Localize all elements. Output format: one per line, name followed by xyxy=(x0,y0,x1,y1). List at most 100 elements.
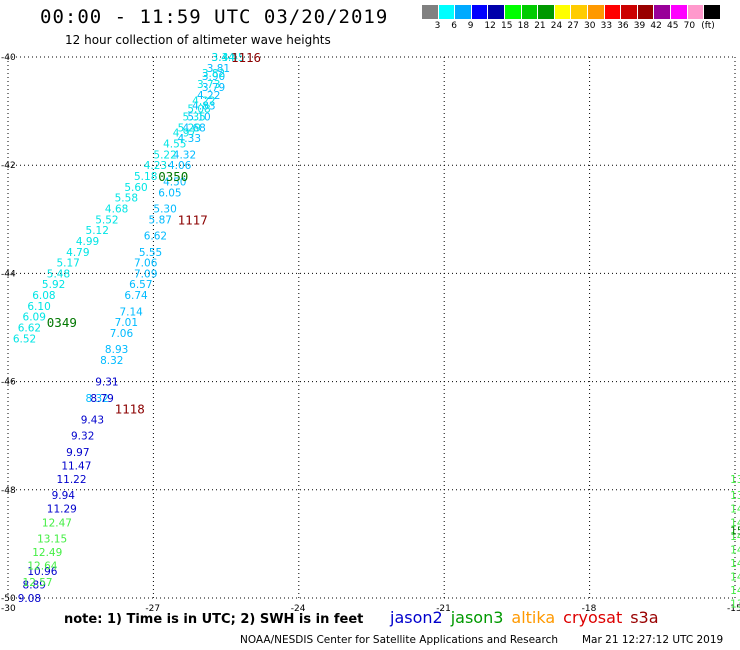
color-swatch xyxy=(438,5,456,19)
wave-height-value: 9.31 xyxy=(95,377,118,389)
wave-height-value: 3.90 xyxy=(202,71,225,83)
lon-label: -21 xyxy=(436,604,451,614)
wave-height-value: 12.49 xyxy=(32,547,62,559)
color-scale-label: 15 xyxy=(501,21,513,31)
color-swatch xyxy=(455,5,472,19)
wave-height-value: 14 xyxy=(730,517,740,529)
wave-height-value: 12.57 xyxy=(23,577,53,589)
wave-height-value: 7.06 xyxy=(110,328,134,340)
wave-height-value: 14. xyxy=(730,531,740,543)
wave-height-value: 9.97 xyxy=(66,447,89,459)
wave-height-value: 8.79 xyxy=(90,393,113,405)
lon-label: -27 xyxy=(145,604,160,614)
color-scale-swatches xyxy=(422,5,721,19)
wave-height-value: 5.92 xyxy=(42,279,65,291)
color-swatch xyxy=(587,5,605,19)
wave-height-value: 13 xyxy=(730,474,740,486)
color-scale-label: 42 xyxy=(650,21,662,31)
units-note: note: 1) Time is in UTC; 2) SWH is in fe… xyxy=(64,612,364,627)
color-swatch xyxy=(488,5,505,19)
wave-height-value: 4.32 xyxy=(173,149,196,161)
wave-height-value: 3.73 xyxy=(197,79,220,91)
axis-labels: -40 -42 -44 -46 -48 -50-30 -27 -24 -21 -18 -15 xyxy=(1,53,740,614)
color-scale-label: 21 xyxy=(534,21,546,31)
wave-height-value: 3.44 xyxy=(212,52,236,64)
wave-height-value: 9.08 xyxy=(18,593,41,605)
pass-time-tag: 0349 xyxy=(47,315,77,330)
color-swatch xyxy=(504,5,522,19)
wave-height-points: 3.443.813.903.794.224.835.104.684.334.32… xyxy=(13,52,740,610)
wave-height-value: 9.32 xyxy=(71,431,94,443)
wave-height-value: 4.33 xyxy=(178,133,201,145)
wave-height-value: 5.52 xyxy=(95,214,118,226)
wave-height-value: 14.2 xyxy=(730,558,740,570)
wave-height-value: 3.82 xyxy=(202,68,225,80)
footer-credit: NOAA/NESDIS Center for Satellite Applica… xyxy=(240,634,558,646)
wave-height-value: 6.57 xyxy=(129,279,152,291)
color-scale-label: 33 xyxy=(600,21,613,31)
wave-height-value: 6.74 xyxy=(124,290,148,302)
wave-height-value: 14 xyxy=(730,504,740,516)
wave-height-value: 4.68 xyxy=(105,203,128,215)
wave-height-value: 5.48 xyxy=(47,268,70,280)
wave-height-value: 10.96 xyxy=(27,566,57,578)
wave-height-value: 5.87 xyxy=(149,214,172,226)
color-swatch xyxy=(704,5,721,19)
legend-altika: altika xyxy=(511,608,556,627)
color-scale-label: 24 xyxy=(550,21,563,31)
lat-label: -50 xyxy=(1,594,16,604)
wave-height-value: 13 xyxy=(730,490,740,502)
color-swatch xyxy=(621,5,638,19)
color-scale-label: 30 xyxy=(584,21,596,31)
wave-height-value: 3.81 xyxy=(207,63,230,75)
wave-height-value: 11.22 xyxy=(56,474,86,486)
wave-height-value: 4.97 xyxy=(173,128,196,140)
lat-label: -42 xyxy=(1,161,16,171)
wave-height-value: 14.3 xyxy=(730,571,740,583)
wave-height-value: 5.35 xyxy=(182,112,205,124)
wave-height-value: 5.12 xyxy=(86,225,109,237)
wave-height-value: 4.50 xyxy=(163,176,186,188)
color-swatch xyxy=(521,5,539,19)
wave-height-value: 4.22 xyxy=(192,95,215,107)
color-swatch xyxy=(538,5,555,19)
wave-height-value: 3.79 xyxy=(202,82,225,94)
lon-label: -30 xyxy=(1,604,16,614)
color-swatch xyxy=(471,5,489,19)
wave-height-value: 5.18 xyxy=(134,171,157,183)
wave-height-value: 5.60 xyxy=(124,182,147,194)
wave-height-value: 6.52 xyxy=(13,333,36,345)
wave-height-value: 11.47 xyxy=(61,460,91,472)
color-swatch xyxy=(654,5,671,19)
wave-height-value: 13.70 xyxy=(730,598,740,610)
color-scale-label: 3 xyxy=(434,21,441,31)
color-swatch xyxy=(422,5,439,19)
wave-height-value: 6.10 xyxy=(27,301,50,313)
wave-height-value: 6.62 xyxy=(18,323,41,335)
legend-cryosat: cryosat xyxy=(563,608,623,627)
wave-height-value: 4.99 xyxy=(76,236,99,248)
color-scale-label: 70 xyxy=(683,21,696,31)
wave-height-value: 4.79 xyxy=(66,247,89,259)
color-scale-label: 18 xyxy=(517,21,530,31)
lon-label: -15 xyxy=(727,604,740,614)
map-subtitle: 12 hour collection of altimeter wave hei… xyxy=(65,33,331,47)
color-swatch xyxy=(571,5,588,19)
pass-time-tag: 1117 xyxy=(178,212,208,227)
wave-height-value: 8.89 xyxy=(23,579,46,591)
color-scale-label: 39 xyxy=(633,21,646,31)
color-scale-label: 36 xyxy=(617,21,629,31)
color-swatch xyxy=(604,5,622,19)
wave-height-value: 12.64 xyxy=(27,561,57,573)
color-scale-labels: 3 6 9 12 15 18 21 24 27 30 33 36 39 42 45 70 (ft) xyxy=(422,19,721,33)
wave-height-value: 14. xyxy=(730,544,740,556)
color-scale-label: 27 xyxy=(567,21,579,31)
lon-label: -24 xyxy=(291,604,306,614)
wave-height-value: 6.05 xyxy=(158,187,181,199)
color-scale-label: 6 xyxy=(451,21,457,31)
color-swatch xyxy=(554,5,572,19)
color-scale-label: 12 xyxy=(484,21,496,31)
color-scale-label: 9 xyxy=(467,21,474,31)
wave-height-value: 6.62 xyxy=(144,231,167,243)
